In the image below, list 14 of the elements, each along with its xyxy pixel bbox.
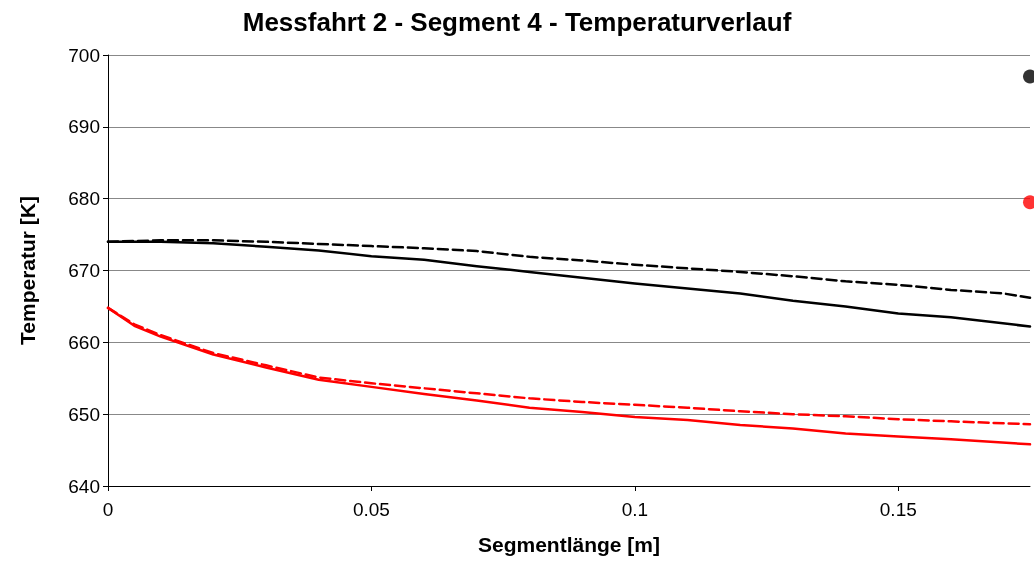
y-tick-label: 680 xyxy=(68,188,100,210)
y-tick-label: 640 xyxy=(68,475,100,497)
x-tick-label: 0.05 xyxy=(352,499,390,520)
y-tick-label: 690 xyxy=(68,116,100,138)
y-tick-label: 700 xyxy=(68,44,100,66)
y-axis-title: Temperatur [K] xyxy=(16,196,39,345)
x-tick-label: 0.1 xyxy=(621,499,649,520)
x-tick-label: 0 xyxy=(102,499,114,520)
x-axis-title: Segmentlänge [m] xyxy=(477,533,661,556)
y-tick-label: 660 xyxy=(68,331,100,353)
chart-title: Messfahrt 2 - Segment 4 - Temperaturverlauf xyxy=(242,7,792,37)
y-tick-label: 650 xyxy=(68,403,100,425)
y-tick-label: 670 xyxy=(68,260,100,281)
x-tick-label: 0.15 xyxy=(879,499,917,520)
